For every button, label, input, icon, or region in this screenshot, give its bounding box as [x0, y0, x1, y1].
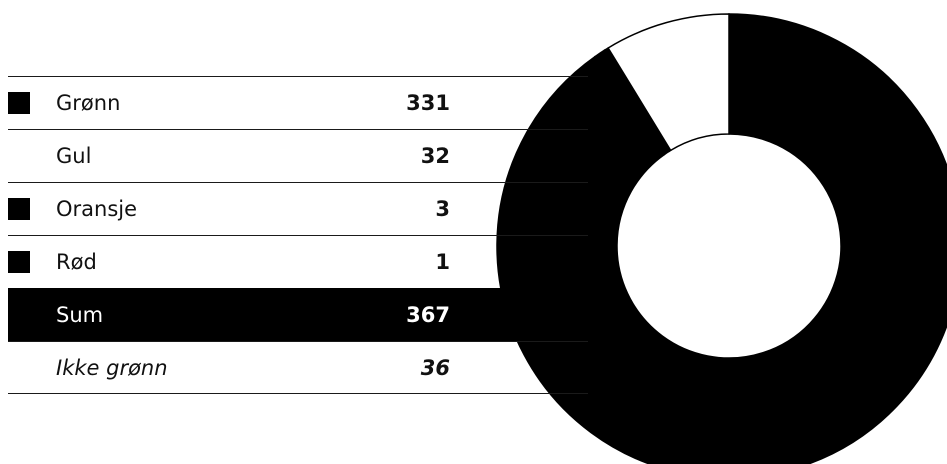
- row-value: 3: [435, 197, 450, 221]
- donut-slice-gul: [607, 13, 730, 152]
- row-label: Grønn: [56, 91, 121, 115]
- table-row: Oransje 3: [8, 182, 588, 235]
- not-green-label: Ikke grønn: [56, 356, 168, 380]
- row-value: 1: [435, 250, 450, 274]
- not-green-row: Ikke grønn 36: [8, 341, 588, 394]
- sum-value: 367: [406, 303, 450, 327]
- row-value: 331: [406, 91, 450, 115]
- row-label: Rød: [56, 250, 97, 274]
- legend-swatch-oransje: [8, 198, 30, 220]
- donut-slice-grønn: [496, 13, 947, 464]
- not-green-value: 36: [420, 356, 450, 380]
- legend-swatch-gronn: [8, 92, 30, 114]
- table-row: Rød 1: [8, 235, 588, 288]
- legend-swatch-gul: [8, 145, 30, 167]
- row-label: Gul: [56, 144, 92, 168]
- row-label: Oransje: [56, 197, 138, 221]
- table-row: Grønn 331: [8, 76, 588, 129]
- row-value: 32: [420, 144, 450, 168]
- sum-row: Sum 367: [8, 288, 588, 341]
- sum-label: Sum: [56, 303, 104, 327]
- legend-table: Grønn 331 Gul 32 Oransje 3 Rød 1 Sum 367…: [8, 76, 588, 394]
- legend-swatch-rod: [8, 251, 30, 273]
- table-row: Gul 32: [8, 129, 588, 182]
